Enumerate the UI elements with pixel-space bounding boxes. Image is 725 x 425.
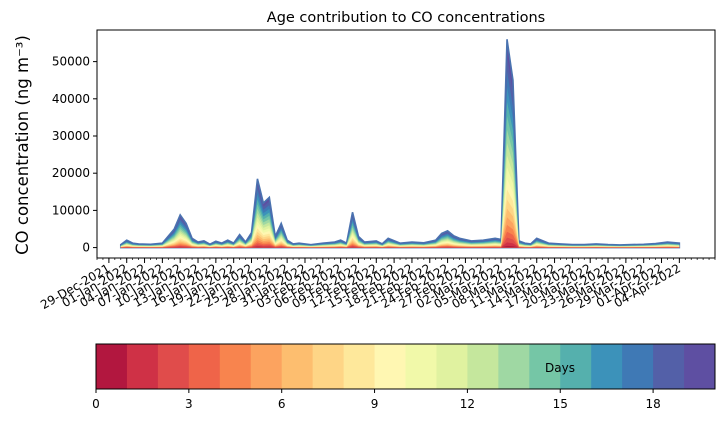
colorbar-swatch [250,344,283,389]
age-band-14 [120,116,680,248]
x-axis-ticks: 29-Dec-202101-Jan-202204-Jan-202207-Jan-… [38,258,716,312]
age-band-12 [120,143,680,248]
age-band-15 [120,101,680,248]
age-band-6 [120,208,680,248]
colorbar-swatch [312,344,344,389]
y-tick-label: 0 [82,241,90,255]
stacked-age-bands [119,39,681,249]
colorbar-swatch [188,344,221,389]
colorbar-tick-label: 18 [645,397,660,411]
colorbar-swatch [467,344,499,389]
age-band-2 [120,237,680,248]
age-band-8 [120,189,680,248]
colorbar-tick-label: 3 [185,397,193,411]
colorbar-swatch [529,344,561,389]
age-band-5 [120,217,680,248]
chart-title: Age contribution to CO concentrations [267,10,545,26]
age-band-19 [119,39,681,249]
colorbar-swatch [343,344,375,389]
colorbar-frame [95,343,716,390]
colorbar-tick-label: 9 [371,397,379,411]
age-band-3 [120,231,680,248]
colorbar-swatch [560,344,592,389]
colorbar-swatch [96,344,128,389]
colorbar-swatch [591,344,623,389]
colorbar-label: Days [545,361,575,375]
colorbar-swatch [653,344,685,389]
colorbar-tick-label: 15 [553,397,568,411]
y-tick-label: 40000 [52,92,90,106]
age-band-1 [120,242,680,248]
y-tick-label: 30000 [52,129,90,143]
colorbar-swatch [684,344,716,389]
age-band-11 [120,155,680,248]
age-band-16 [120,86,680,248]
colorbar-swatch [622,344,654,389]
colorbar-tick-label: 0 [92,397,100,411]
age-band-9 [120,178,680,248]
plot-frame [96,29,716,259]
age-band-17 [120,71,680,248]
colorbar-swatch [126,344,159,389]
colorbar: 0 3 6 9 12 15 18 [92,343,716,411]
colorbar-tick-label: 6 [278,397,286,411]
colorbar-swatch [219,344,252,389]
y-axis-ticks: 0 10000 20000 30000 40000 50000 [52,55,97,255]
colorbar-swatch [157,344,190,389]
colorbar-swatch [281,344,314,389]
age-band-7 [120,199,680,248]
colorbar-swatch [374,344,406,389]
age-band-0 [120,245,680,248]
age-band-4 [120,224,680,248]
colorbar-swatch [498,344,530,389]
y-tick-label: 20000 [52,166,90,180]
colorbar-swatch [405,344,437,389]
y-tick-label: 50000 [52,55,90,69]
age-band-13 [120,129,680,248]
age-band-18 [120,55,680,248]
age-band-10 [120,167,680,248]
colorbar-swatch [436,344,468,389]
y-tick-label: 10000 [52,203,90,217]
colorbar-tick-label: 12 [460,397,475,411]
y-axis-label: CO concentration (ng m⁻³) [13,35,32,255]
